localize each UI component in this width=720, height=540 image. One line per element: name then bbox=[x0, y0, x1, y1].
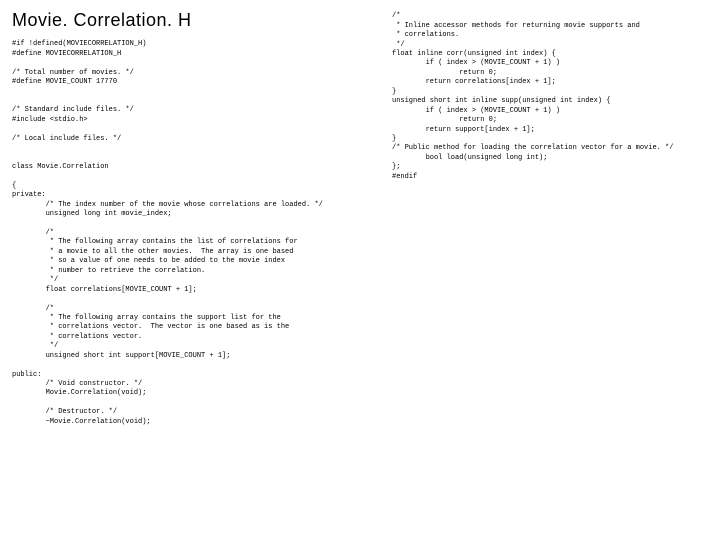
left-code-block: #if !defined(MOVIECORRELATION_H) #define… bbox=[12, 40, 323, 427]
right-code-block: /* * Inline accessor methods for returni… bbox=[392, 12, 673, 182]
